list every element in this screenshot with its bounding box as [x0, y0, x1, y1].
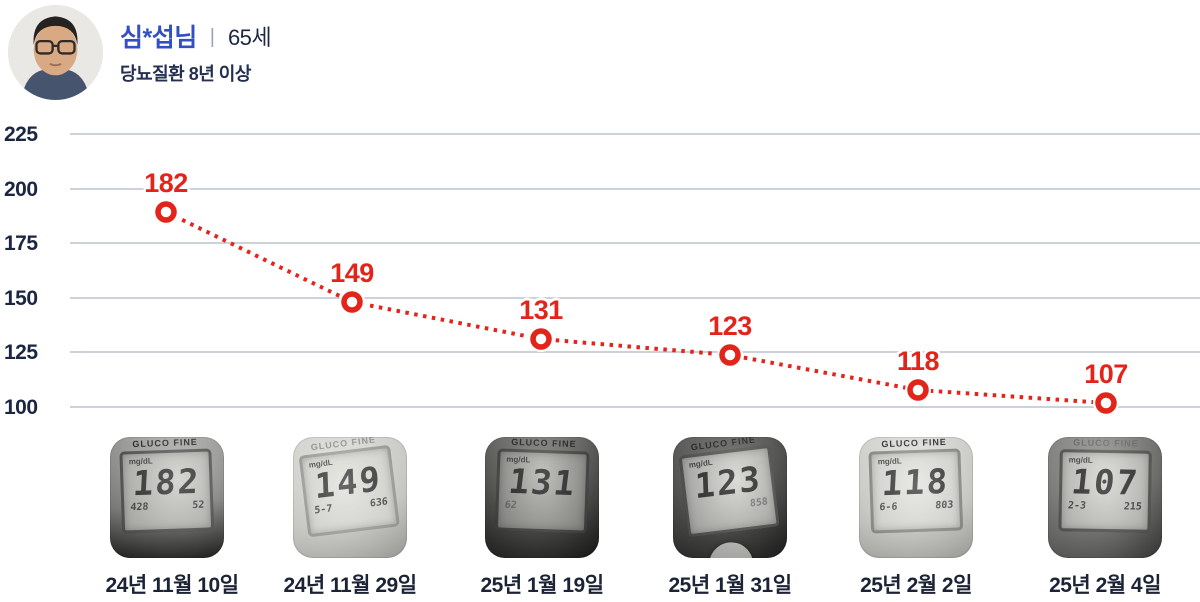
- value-label-5: 118: [896, 346, 940, 376]
- avatar: [8, 5, 103, 100]
- meter-datetime: 428 52: [130, 499, 205, 514]
- gridline-150: [70, 297, 1200, 299]
- meter-reading: 107: [1069, 462, 1142, 504]
- patient-name: 심*섭님: [120, 24, 197, 52]
- meter-lcd: mg/dL 123 858: [678, 444, 780, 538]
- avatar-portrait: [8, 5, 103, 100]
- ytick-200: 200: [4, 178, 38, 201]
- ytick-150: 150: [4, 287, 38, 310]
- meter-lcd: mg/dL 131 62: [494, 448, 590, 534]
- date-label-2: 24년 11월 29일: [283, 574, 417, 597]
- data-point-markers: [153, 199, 1119, 416]
- meter-lcd: mg/dL 149 5-7 636: [298, 444, 400, 538]
- glucometer-photo-6: GLUCO FINE mg/dL 107 2-3 215: [1048, 437, 1162, 558]
- glucometer-photo-1: GLUCO FINE mg/dL 182 428 52: [110, 437, 224, 558]
- date-label-5: 25년 2월 2일: [860, 574, 972, 597]
- value-label-2: 149: [330, 258, 374, 288]
- value-label-3: 131: [519, 295, 563, 325]
- meter-datetime: 2-3 215: [1067, 500, 1143, 513]
- meter-reading: 118: [880, 461, 951, 505]
- ytick-225: 225: [4, 123, 38, 146]
- meter-datetime: 62: [504, 499, 518, 512]
- meter-brand-label: GLUCO FINE: [132, 437, 199, 450]
- gridline-100: [70, 406, 1200, 408]
- meter-brand-label: GLUCO FINE: [1073, 437, 1139, 449]
- meter-lcd: mg/dL 107 2-3 215: [1058, 449, 1152, 533]
- meter-lcd: mg/dL 182 428 52: [119, 448, 215, 534]
- patient-condition: 당뇨질환 8년 이상: [120, 64, 251, 84]
- glucometer-photo-2: GLUCO FINE mg/dL 149 5-7 636: [293, 437, 407, 558]
- patient-header: 심*섭님 | 65세: [120, 18, 272, 54]
- gridline-125: [70, 351, 1200, 353]
- date-label-4: 25년 1월 31일: [668, 574, 792, 597]
- glucometer-photo-4: GLUCO FINE mg/dL 123 858: [673, 437, 787, 558]
- glucometer-photo-3: GLUCO FINE mg/dL 131 62: [485, 437, 599, 558]
- glucometer-photo-5: GLUCO FINE mg/dL 118 6-6 803: [859, 437, 973, 558]
- patient-age: 65세: [227, 25, 272, 50]
- ytick-175: 175: [4, 232, 38, 255]
- value-label-4: 123: [708, 311, 752, 341]
- meter-reading: 131: [506, 461, 579, 505]
- meter-brand-label: GLUCO FINE: [510, 437, 577, 450]
- gridline-175: [70, 242, 1200, 244]
- ytick-125: 125: [4, 341, 38, 364]
- value-label-6: 107: [1084, 359, 1128, 389]
- header-divider: |: [209, 25, 215, 48]
- gridline-225: [70, 133, 1200, 135]
- ytick-100: 100: [4, 396, 38, 419]
- value-label-1: 182: [144, 168, 188, 198]
- meter-brand-label: GLUCO FINE: [881, 437, 948, 450]
- meter-reading: 182: [131, 461, 202, 505]
- date-label-6: 25년 2월 4일: [1049, 574, 1161, 597]
- meter-datetime: 6-6 803: [879, 499, 954, 514]
- date-label-3: 25년 1월 19일: [480, 574, 604, 597]
- date-label-1: 24년 11월 10일: [105, 574, 239, 597]
- meter-lcd: mg/dL 118 6-6 803: [868, 448, 964, 534]
- gridline-200: [70, 188, 1200, 190]
